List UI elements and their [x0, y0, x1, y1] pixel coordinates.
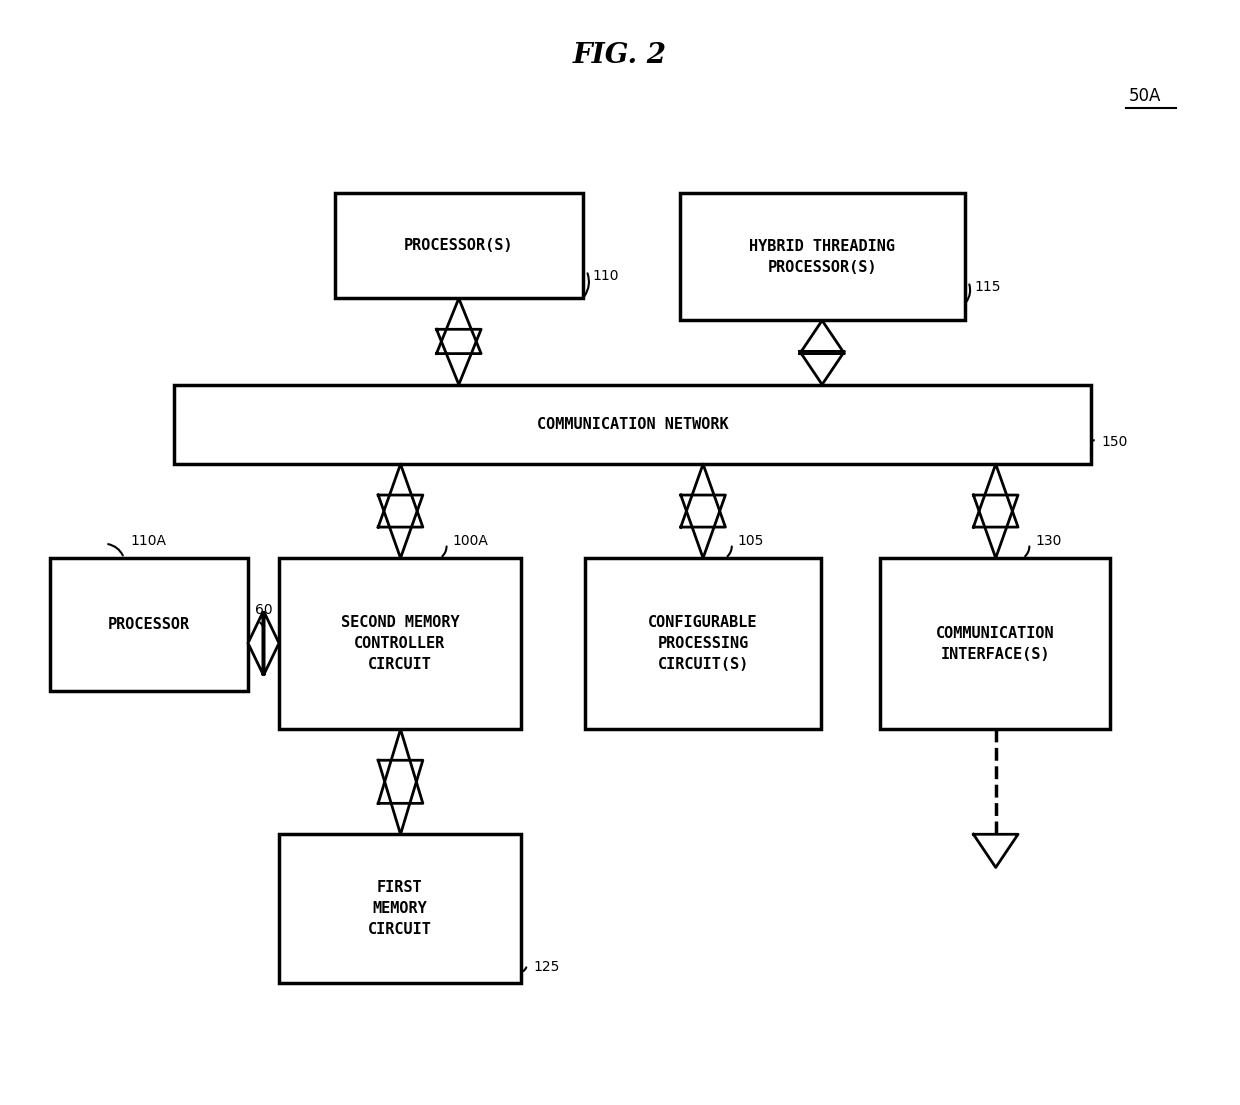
Text: 110A: 110A [130, 535, 166, 548]
Text: 105: 105 [738, 535, 764, 548]
Text: 115: 115 [975, 281, 1001, 294]
Polygon shape [681, 495, 725, 558]
Text: PROCESSOR(S): PROCESSOR(S) [404, 239, 513, 253]
Polygon shape [973, 495, 1018, 558]
Polygon shape [681, 464, 725, 527]
Text: COMMUNICATION
INTERFACE(S): COMMUNICATION INTERFACE(S) [936, 625, 1054, 662]
Polygon shape [378, 464, 423, 527]
FancyBboxPatch shape [335, 193, 583, 298]
Polygon shape [378, 729, 423, 803]
Text: CONFIGURABLE
PROCESSING
CIRCUIT(S): CONFIGURABLE PROCESSING CIRCUIT(S) [649, 615, 758, 672]
Text: 100A: 100A [453, 535, 489, 548]
Text: HYBRID THREADING
PROCESSOR(S): HYBRID THREADING PROCESSOR(S) [749, 239, 895, 275]
Text: 125: 125 [533, 960, 559, 974]
Text: 110: 110 [593, 270, 619, 283]
Polygon shape [378, 760, 423, 834]
Text: FIG. 2: FIG. 2 [573, 42, 667, 69]
FancyBboxPatch shape [174, 385, 1091, 464]
Polygon shape [800, 320, 844, 354]
FancyBboxPatch shape [585, 558, 821, 729]
Polygon shape [800, 351, 844, 385]
Polygon shape [436, 298, 481, 354]
FancyBboxPatch shape [880, 558, 1110, 729]
Text: FIRST
MEMORY
CIRCUIT: FIRST MEMORY CIRCUIT [368, 881, 432, 937]
Text: SECOND MEMORY
CONTROLLER
CIRCUIT: SECOND MEMORY CONTROLLER CIRCUIT [341, 615, 459, 672]
Text: 60: 60 [255, 602, 273, 617]
Polygon shape [973, 834, 1018, 867]
FancyBboxPatch shape [279, 834, 521, 983]
Text: 130: 130 [1035, 535, 1061, 548]
Polygon shape [973, 464, 1018, 527]
Polygon shape [436, 329, 481, 385]
Polygon shape [378, 495, 423, 558]
Text: 150: 150 [1101, 435, 1127, 449]
Text: COMMUNICATION NETWORK: COMMUNICATION NETWORK [537, 417, 728, 432]
Polygon shape [248, 612, 263, 674]
FancyBboxPatch shape [50, 558, 248, 691]
Polygon shape [264, 612, 279, 674]
FancyBboxPatch shape [680, 193, 965, 320]
Text: 50A: 50A [1128, 87, 1161, 105]
Text: PROCESSOR: PROCESSOR [108, 617, 190, 632]
FancyBboxPatch shape [279, 558, 521, 729]
